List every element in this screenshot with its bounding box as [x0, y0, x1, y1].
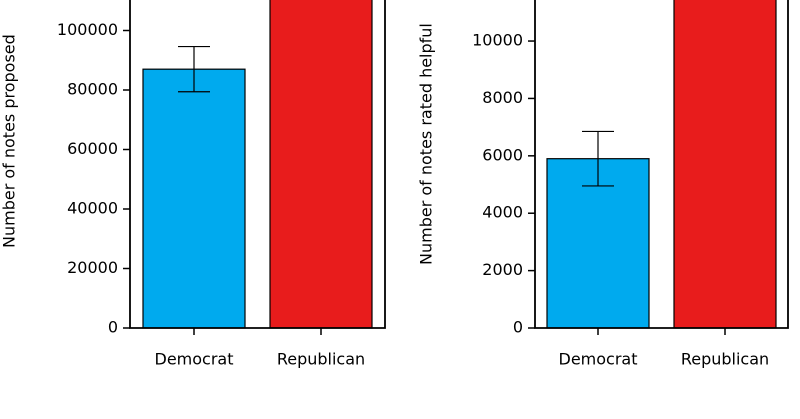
y-axis-label: Number of notes proposed: [0, 34, 19, 248]
y-tick-label: 100000: [57, 20, 118, 39]
bar: [546, 158, 650, 329]
y-tick-label: 60000: [67, 139, 118, 158]
x-tick-label: Republican: [681, 350, 769, 369]
y-tick-label: 80000: [67, 80, 118, 99]
x-tick-label: Republican: [277, 350, 365, 369]
x-tick-label: Democrat: [155, 350, 234, 369]
y-axis-label: Number of notes rated helpful: [417, 23, 436, 265]
axes-frame: [534, 0, 789, 329]
y-tick-label: 20000: [67, 258, 118, 277]
y-tick-label: 2000: [482, 260, 523, 279]
bar: [269, 0, 373, 329]
y-tick-label: 0: [513, 318, 523, 337]
x-tick-label: Democrat: [559, 350, 638, 369]
y-tick-label: 40000: [67, 199, 118, 218]
y-tick-label: 4000: [482, 203, 523, 222]
y-tick-label: 6000: [482, 145, 523, 164]
bar: [142, 68, 246, 329]
y-tick-label: 8000: [482, 88, 523, 107]
y-tick-label: 0: [108, 318, 118, 337]
y-tick-label: 10000: [472, 31, 523, 50]
bar: [673, 0, 777, 329]
axes-frame: [129, 0, 386, 329]
